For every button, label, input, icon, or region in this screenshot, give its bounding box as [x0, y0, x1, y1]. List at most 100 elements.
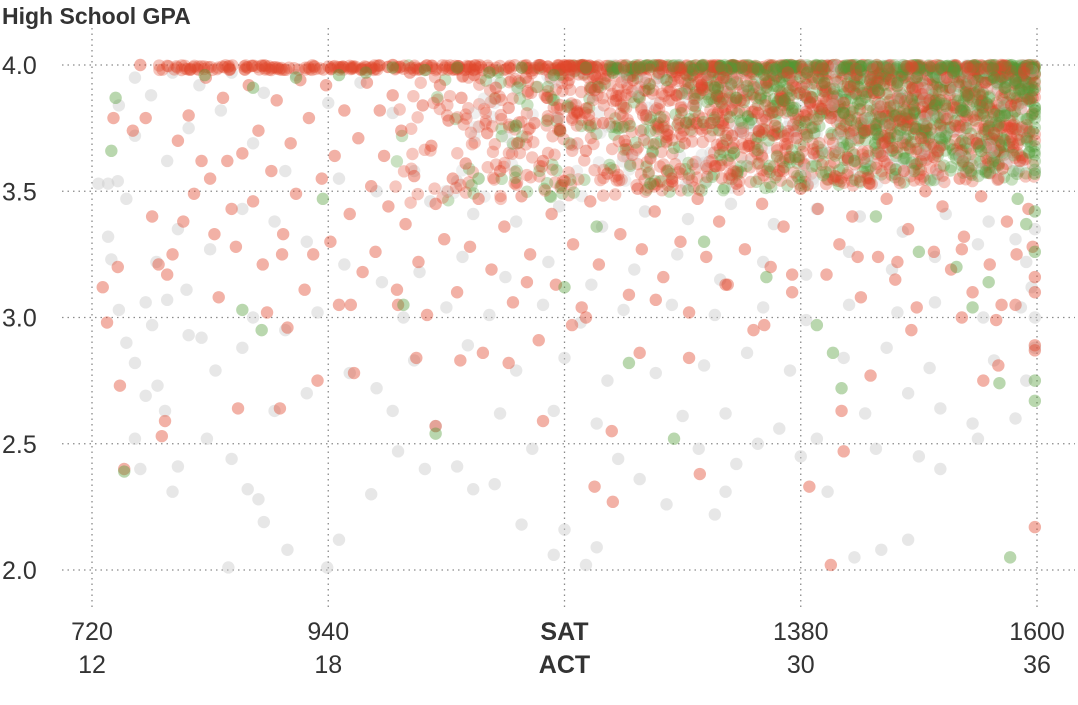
- dense-point-1310: [907, 69, 921, 83]
- dense-point-892: [989, 116, 1003, 129]
- point-gray-86: [987, 354, 1001, 367]
- dense-point-53: [882, 131, 895, 145]
- point-green-22: [848, 154, 861, 168]
- dense-point-725: [901, 138, 914, 151]
- dense-point-1246: [878, 118, 891, 132]
- dense-point-300: [926, 79, 940, 93]
- dense-point-460: [583, 92, 596, 105]
- point-red-152: [768, 119, 782, 132]
- dense-point-305: [975, 59, 988, 72]
- point-gray-64: [773, 422, 786, 435]
- dense-point-1377: [786, 59, 799, 72]
- dense-point-2031: [565, 138, 578, 151]
- dense-point-379: [594, 71, 607, 85]
- dense-point-879: [836, 161, 849, 175]
- dense-point-109: [584, 120, 597, 134]
- dense-point-616: [794, 115, 807, 128]
- dense-point-397: [951, 106, 964, 119]
- point-red-50: [328, 149, 341, 163]
- dense-point-12: [790, 76, 804, 89]
- point-gray-112: [268, 215, 281, 228]
- dense-point-369: [832, 178, 845, 191]
- dense-point-102: [868, 70, 881, 83]
- dense-point-766: [745, 66, 759, 79]
- dense-point-365: [656, 60, 669, 73]
- dense-point-1187: [577, 62, 591, 75]
- point-green-40: [1028, 245, 1042, 259]
- dense-point-375: [901, 92, 914, 106]
- dense-point-1374: [705, 116, 719, 130]
- dense-point-341: [1025, 108, 1039, 121]
- dense-point-598: [937, 121, 951, 134]
- point-gray-106: [977, 311, 990, 324]
- dense-point-1015: [938, 132, 952, 145]
- dense-point-1056: [762, 124, 776, 137]
- point-red-8: [139, 111, 152, 125]
- dense-point-769: [914, 163, 928, 177]
- dense-point-965: [985, 136, 998, 149]
- point-green-32: [1011, 192, 1024, 206]
- point-gray-53: [1028, 311, 1042, 324]
- dense-point-1018: [920, 95, 933, 108]
- dense-point-740: [1021, 91, 1034, 105]
- dense-point-1158: [1028, 112, 1042, 125]
- dense-point-394: [969, 153, 982, 167]
- dense-point-1261: [462, 102, 475, 115]
- dense-point-337: [916, 131, 930, 145]
- dense-point-380: [696, 112, 710, 125]
- dense-point-1173: [908, 121, 922, 135]
- dense-point-614: [971, 98, 985, 112]
- dense-point-1017: [985, 70, 999, 84]
- point-gray-154: [767, 217, 781, 231]
- x-axis-title-sat: SAT: [540, 618, 588, 646]
- dense-point-169: [585, 81, 599, 94]
- dense-point-115: [878, 69, 892, 83]
- point-green-69: [386, 61, 399, 74]
- point-green-14: [667, 432, 681, 445]
- dense-point-93: [1021, 80, 1035, 94]
- dense-point-10: [760, 80, 774, 93]
- point-gray-102: [799, 313, 813, 327]
- dense-point-145: [442, 194, 455, 207]
- dense-point-1436: [847, 77, 861, 90]
- point-red-120: [631, 182, 644, 195]
- point-green-64: [547, 68, 560, 82]
- point-gray-149: [552, 200, 566, 213]
- point-red-2: [107, 111, 120, 125]
- point-green-71: [332, 68, 346, 82]
- dense-point-472: [962, 90, 976, 104]
- dense-point-1902: [596, 189, 610, 202]
- point-gray-138: [166, 66, 179, 79]
- dense-point-779: [1008, 76, 1022, 90]
- dense-point-986: [630, 143, 643, 156]
- dense-point-1419: [776, 155, 789, 169]
- dense-point-537: [895, 113, 908, 126]
- point-red-12: [158, 414, 172, 428]
- dense-point-357: [918, 131, 932, 145]
- dense-point-144: [776, 164, 790, 178]
- dense-point-1274: [648, 180, 661, 193]
- dense-point-202: [828, 104, 841, 118]
- dense-point-1497: [1028, 164, 1042, 177]
- dense-point-2562: [538, 184, 552, 197]
- dense-point-480: [619, 143, 633, 156]
- dense-point-888: [967, 61, 980, 74]
- dense-point-1065: [925, 60, 938, 73]
- point-gray-13: [128, 356, 142, 370]
- dense-point-894: [551, 59, 564, 72]
- dense-point-135: [1017, 125, 1030, 138]
- y-tick-label-4: 2.0: [2, 557, 37, 585]
- dense-point-2224: [479, 106, 492, 120]
- dense-point-179: [982, 121, 995, 135]
- dense-point-405: [915, 148, 928, 161]
- dense-point-558: [994, 101, 1008, 114]
- point-green-37: [1028, 394, 1042, 408]
- point-red-203: [987, 126, 1001, 140]
- dense-point-1455: [851, 59, 865, 72]
- dense-point-502: [897, 96, 911, 110]
- point-green-73: [246, 81, 260, 94]
- dense-point-1370: [713, 95, 727, 108]
- point-red-124: [648, 205, 661, 218]
- dense-point-13: [853, 131, 867, 144]
- dense-point-1375: [918, 151, 932, 165]
